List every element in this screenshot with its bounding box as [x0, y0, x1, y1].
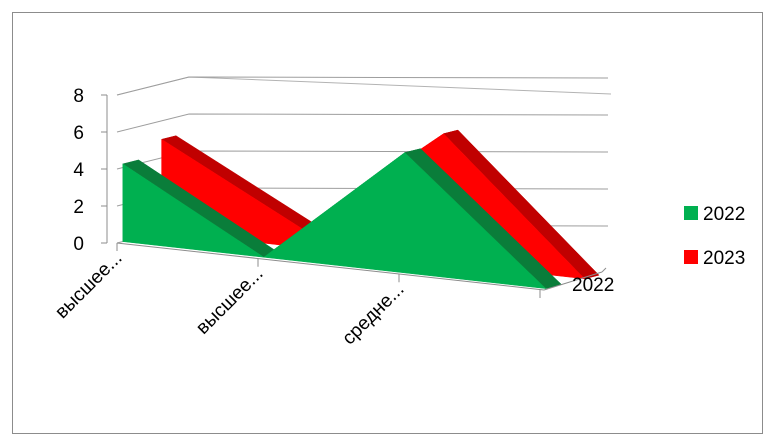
x-axis-line	[116, 242, 545, 291]
chart-walls	[116, 76, 612, 96]
y-tick-6: 6	[73, 123, 84, 144]
wall-outline	[116, 76, 612, 96]
y-tick-4: 4	[73, 160, 84, 181]
legend-swatch-2022	[684, 206, 698, 220]
x-tick-label-1: высшее...	[192, 263, 267, 338]
x-tick-label-2: средне...	[338, 279, 408, 349]
legend-label-2022: 2022	[703, 204, 745, 225]
series-2022-face	[122, 152, 547, 289]
y-tick-0: 0	[73, 234, 84, 255]
series-2022-area	[122, 148, 563, 289]
gridline-6	[116, 113, 609, 133]
depth-tick	[601, 267, 607, 273]
y-tick-8: 8	[73, 86, 84, 107]
y-tick-labels: 0 2 4 6 8	[73, 86, 84, 255]
legend-label-2023: 2023	[703, 248, 745, 269]
legend: 2022 2023	[684, 204, 745, 269]
legend-swatch-2023	[684, 250, 698, 264]
y-tick-2: 2	[73, 197, 84, 218]
depth-axis-line	[543, 271, 603, 291]
axes	[101, 94, 607, 298]
depth-axis-label: 2022	[572, 275, 614, 296]
gridline-8	[116, 76, 609, 96]
x-tick-label-0: высшее...	[51, 248, 126, 323]
